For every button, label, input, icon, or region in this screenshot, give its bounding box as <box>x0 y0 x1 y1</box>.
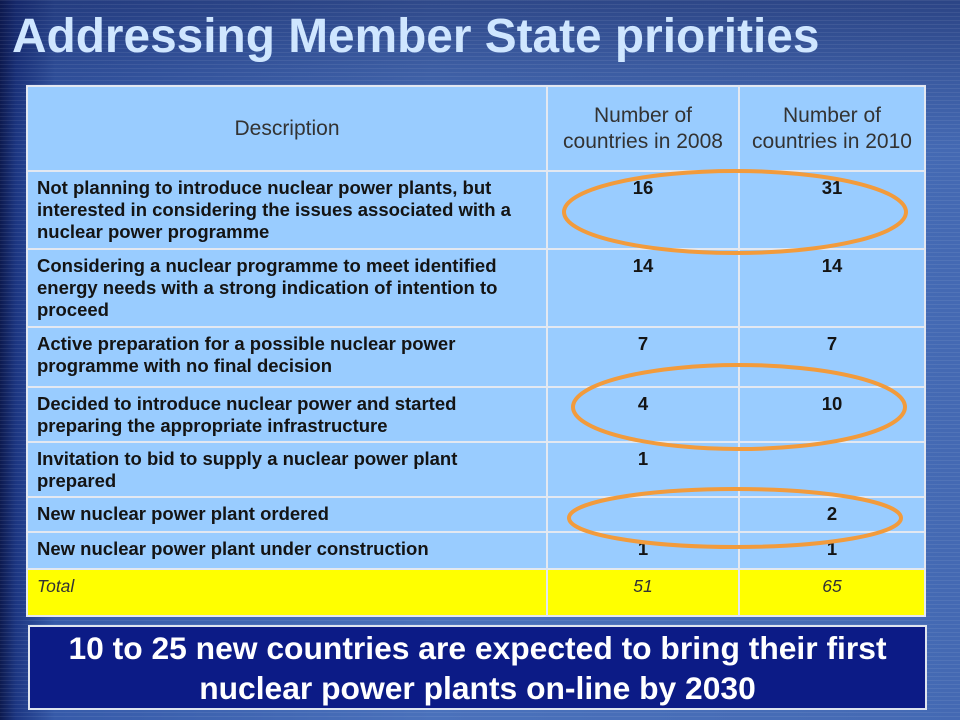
total-count-2010: 65 <box>740 570 926 617</box>
row-count-2008: 14 <box>548 250 740 328</box>
row-count-2010: 14 <box>740 250 926 328</box>
row-count-2010: 31 <box>740 172 926 250</box>
row-count-2008: 4 <box>548 388 740 443</box>
row-count-2008: 16 <box>548 172 740 250</box>
row-description: Active preparation for a possible nuclea… <box>28 328 548 388</box>
row-count-2010: 7 <box>740 328 926 388</box>
row-description: Invitation to bid to supply a nuclear po… <box>28 443 548 498</box>
row-description: Not planning to introduce nuclear power … <box>28 172 548 250</box>
header-count-2008-label: Number of countries in 2008 <box>563 103 723 153</box>
header-description-label: Description <box>234 116 340 140</box>
row-count-2010: 1 <box>740 533 926 570</box>
row-description: Considering a nuclear programme to meet … <box>28 250 548 328</box>
callout-text: 10 to 25 new countries are expected to b… <box>68 629 887 706</box>
row-count-2010: 2 <box>740 498 926 533</box>
priorities-table: Description Number of countries in 2008 … <box>26 85 926 617</box>
header-count-2010-label: Number of countries in 2010 <box>752 103 912 153</box>
callout-box: 10 to 25 new countries are expected to b… <box>28 625 927 710</box>
header-description: Description <box>28 87 548 172</box>
slide-title: Addressing Member State priorities <box>12 10 820 63</box>
header-count-2010: Number of countries in 2010 <box>740 87 926 172</box>
header-count-2008: Number of countries in 2008 <box>548 87 740 172</box>
row-count-2010: 10 <box>740 388 926 443</box>
row-description: Decided to introduce nuclear power and s… <box>28 388 548 443</box>
row-count-2008: 1 <box>548 533 740 570</box>
row-description: New nuclear power plant under constructi… <box>28 533 548 570</box>
row-count-2008 <box>548 498 740 533</box>
row-count-2008: 7 <box>548 328 740 388</box>
row-description: New nuclear power plant ordered <box>28 498 548 533</box>
row-count-2008: 1 <box>548 443 740 498</box>
total-count-2008: 51 <box>548 570 740 617</box>
row-count-2010 <box>740 443 926 498</box>
total-label: Total <box>28 570 548 617</box>
